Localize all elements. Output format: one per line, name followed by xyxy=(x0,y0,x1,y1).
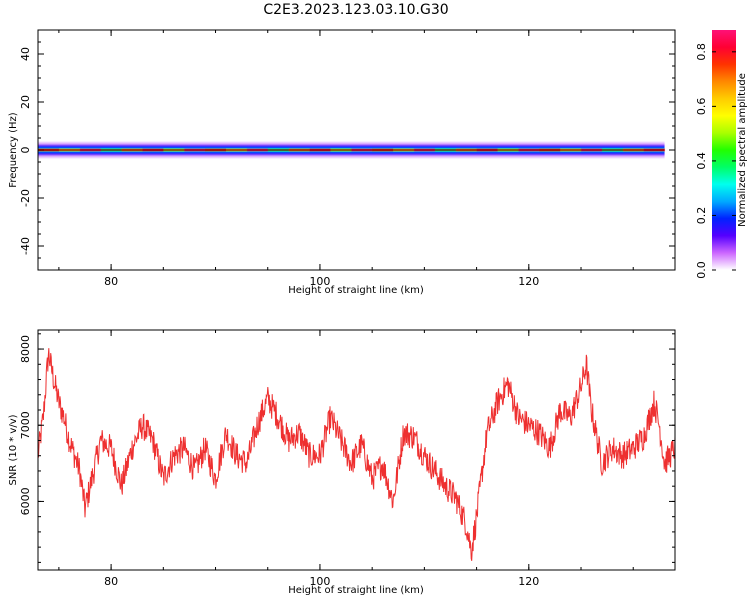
colorbar-tick-label: 0.8 xyxy=(695,43,708,61)
x-tick-label: 80 xyxy=(104,575,118,588)
x-tick-label: 100 xyxy=(309,575,330,588)
colorbar-gradient xyxy=(712,30,736,270)
colorbar-label: Normalized spectral amplitude xyxy=(737,73,748,227)
spectrogram-ylabel: Frequency (Hz) xyxy=(8,112,19,188)
x-tick-label: 100 xyxy=(309,275,330,288)
figure-title: C2E3.2023.123.03.10.G30 xyxy=(263,2,448,18)
y-tick-label: 6000 xyxy=(19,487,32,515)
colorbar-tick-label: 0.0 xyxy=(695,261,708,279)
snr-frame xyxy=(37,329,676,571)
snr-xlabel: Height of straight line (km) xyxy=(288,585,424,596)
snr-ylabel: SNR (10 * v/v) xyxy=(8,414,19,485)
y-tick-label: 8000 xyxy=(19,335,32,363)
spectrogram-xlabel: Height of straight line (km) xyxy=(288,285,424,296)
y-tick-label: 7000 xyxy=(19,411,32,439)
snr-series-line xyxy=(38,348,675,561)
spectral-band xyxy=(38,140,666,160)
colorbar-ticks: 0.0 0.2 0.4 0.6 0.8 xyxy=(695,43,736,279)
colorbar-tick-label: 0.2 xyxy=(695,207,708,225)
y-tick-label: 0 xyxy=(19,147,32,154)
colorbar-tick-label: 0.4 xyxy=(695,152,708,170)
y-tick-label: 40 xyxy=(19,47,32,61)
snr-ticks: 80 100 120 6000 7000 8000 xyxy=(19,330,675,588)
x-tick-label: 120 xyxy=(518,575,539,588)
y-tick-label: -40 xyxy=(19,237,32,255)
y-tick-label: 20 xyxy=(19,95,32,109)
x-tick-label: 120 xyxy=(518,275,539,288)
x-tick-label: 80 xyxy=(104,275,118,288)
colorbar: 0.0 0.2 0.4 0.6 0.8 Normalized spectral ampl… xyxy=(695,30,748,279)
snr-panel: 80 100 120 6000 7000 8000 Height of straight … xyxy=(8,329,676,596)
y-tick-label: -20 xyxy=(19,189,32,207)
colorbar-tick-label: 0.6 xyxy=(695,98,708,116)
spectrogram-ticks: 80 100 120 40 20 0 -20 -40 xyxy=(19,29,675,288)
spectrogram-panel: 80 100 120 40 20 0 -20 -40 Height of straight l… xyxy=(8,29,676,296)
